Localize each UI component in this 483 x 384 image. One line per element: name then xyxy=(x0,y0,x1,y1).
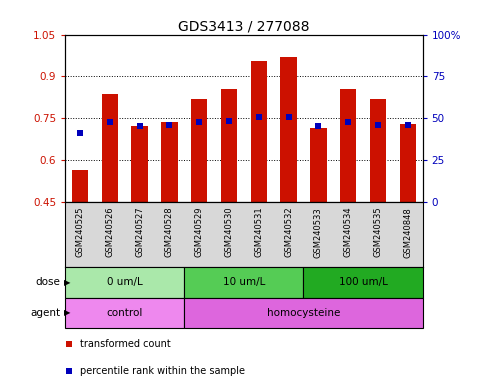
Text: transformed count: transformed count xyxy=(80,339,170,349)
Point xyxy=(272,266,280,272)
Bar xyxy=(303,267,423,298)
Point xyxy=(314,123,322,129)
Text: 0 um/L: 0 um/L xyxy=(107,277,142,287)
Bar xyxy=(251,61,267,202)
Bar xyxy=(131,126,148,202)
Text: GSM240531: GSM240531 xyxy=(255,207,263,257)
Bar xyxy=(65,298,185,328)
Text: homocysteine: homocysteine xyxy=(267,308,340,318)
Text: dose: dose xyxy=(35,277,60,287)
Bar xyxy=(72,170,88,202)
Point xyxy=(255,114,263,120)
Bar xyxy=(399,124,416,202)
Text: GSM240526: GSM240526 xyxy=(105,207,114,257)
Point xyxy=(285,114,293,120)
Point xyxy=(166,122,173,128)
Text: 100 um/L: 100 um/L xyxy=(339,277,387,287)
Point xyxy=(344,119,352,125)
Point xyxy=(225,118,233,124)
Bar xyxy=(370,99,386,202)
Bar xyxy=(340,89,356,202)
Bar xyxy=(161,122,178,202)
Text: ▶: ▶ xyxy=(64,278,71,287)
Title: GDS3413 / 277088: GDS3413 / 277088 xyxy=(178,20,310,33)
Bar xyxy=(65,267,185,298)
Bar xyxy=(185,298,423,328)
Text: control: control xyxy=(107,308,143,318)
Text: GSM240525: GSM240525 xyxy=(76,207,85,257)
Text: 10 um/L: 10 um/L xyxy=(223,277,265,287)
Text: percentile rank within the sample: percentile rank within the sample xyxy=(80,366,244,376)
Bar xyxy=(102,94,118,202)
Text: agent: agent xyxy=(30,308,60,318)
Bar xyxy=(310,128,327,202)
Text: GSM240534: GSM240534 xyxy=(344,207,353,257)
Bar xyxy=(191,99,207,202)
Point xyxy=(136,123,143,129)
Bar xyxy=(221,89,237,202)
Point xyxy=(272,26,280,32)
Text: GSM240530: GSM240530 xyxy=(225,207,233,257)
Bar xyxy=(185,267,303,298)
Text: GSM240532: GSM240532 xyxy=(284,207,293,257)
Text: GSM240528: GSM240528 xyxy=(165,207,174,257)
Text: GSM240535: GSM240535 xyxy=(373,207,383,257)
Point xyxy=(374,122,382,128)
Text: GSM240533: GSM240533 xyxy=(314,207,323,258)
Point xyxy=(404,122,412,128)
Text: GSM240527: GSM240527 xyxy=(135,207,144,257)
Text: GSM240848: GSM240848 xyxy=(403,207,412,258)
Point xyxy=(76,130,84,136)
Text: ▶: ▶ xyxy=(64,308,71,318)
Bar xyxy=(281,57,297,202)
Point xyxy=(196,119,203,125)
Text: GSM240529: GSM240529 xyxy=(195,207,204,257)
Point xyxy=(106,119,114,125)
